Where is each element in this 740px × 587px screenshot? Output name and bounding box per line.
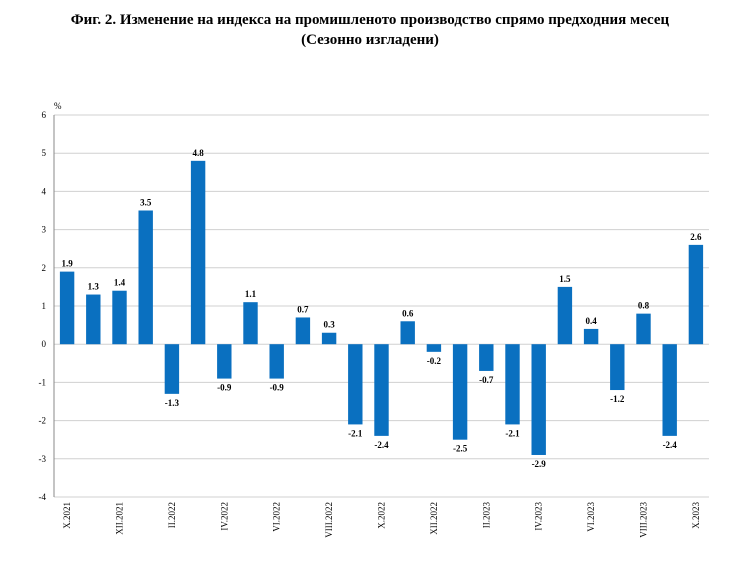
bar: [190, 160, 206, 345]
bar: [86, 294, 101, 345]
bar: [426, 344, 442, 352]
x-tick-label: X.2023: [691, 502, 701, 529]
data-label: -1.2: [610, 394, 625, 404]
gridlines: [54, 114, 709, 498]
y-tick-label: 1: [42, 301, 47, 311]
data-label: -0.9: [270, 383, 285, 393]
x-tick-label: IV.2022: [219, 502, 229, 531]
x-tick-label: VI.2022: [272, 502, 282, 532]
bar: [348, 344, 363, 425]
y-tick-label: -3: [39, 454, 47, 464]
y-tick-label: 5: [42, 148, 47, 158]
data-label: 1.3: [88, 282, 100, 292]
bar: [557, 286, 573, 345]
data-label: -2.9: [532, 459, 547, 469]
x-tick-label: VIII.2023: [639, 502, 649, 538]
bar: [452, 344, 468, 440]
data-label: 0.3: [323, 320, 335, 330]
bar: [505, 344, 520, 425]
y-axis-label: %: [54, 101, 62, 111]
bar: [112, 290, 127, 345]
data-label: -0.2: [427, 356, 442, 366]
data-label: -0.9: [217, 383, 232, 393]
chart-subtitle: (Сезонно изгладени): [301, 32, 439, 48]
y-tick-label: -2: [39, 416, 47, 426]
x-axis-ticks: X.2021 XII.2021 II.2022 IV.2022 VI.2022 VIII.…: [62, 502, 701, 538]
bar: [374, 344, 389, 436]
data-label: 1.1: [245, 289, 257, 299]
x-tick-label: X.2021: [62, 502, 72, 529]
x-tick-label: XII.2021: [115, 502, 125, 535]
value-labels: 1.9 1.3 1.4 3.5 -1.3 4.8 -0.9 1.1 -0.9 0.7 0.3 -2.1…: [61, 148, 702, 469]
chart-title: Фиг. 2. Изменение на индекса на промишле…: [70, 12, 670, 28]
x-tick-label: X.2022: [377, 502, 387, 529]
bar: [243, 302, 258, 345]
x-tick-label: IV.2023: [534, 502, 544, 531]
bar: [269, 344, 284, 379]
bar: [583, 328, 599, 345]
x-tick-label: VIII.2022: [324, 502, 334, 538]
data-label: -2.4: [663, 440, 678, 450]
bar: [217, 344, 232, 379]
data-label: 1.4: [114, 278, 126, 288]
bar: [295, 317, 311, 345]
data-label: 3.5: [140, 198, 152, 208]
x-tick-label: XII.2022: [429, 502, 439, 535]
bar: [138, 210, 153, 345]
y-tick-label: -4: [39, 492, 47, 502]
x-tick-label: II.2023: [481, 502, 491, 529]
data-label: 4.8: [192, 148, 204, 158]
y-tick-label: 3: [42, 225, 47, 235]
data-label: 1.9: [61, 259, 73, 269]
data-label: 1.5: [559, 274, 571, 284]
x-tick-label: VI.2023: [586, 502, 596, 532]
data-label: 0.8: [638, 301, 650, 311]
bar: [688, 244, 704, 345]
bar: [479, 344, 494, 371]
data-label: -2.5: [453, 444, 468, 454]
chart-title-block: Фиг. 2. Изменение на индекса на промишле…: [0, 10, 740, 50]
data-label: 0.7: [297, 304, 309, 314]
y-tick-label: 6: [42, 110, 47, 120]
bar: [164, 344, 180, 394]
data-label: 0.4: [585, 316, 597, 326]
y-tick-label: -1: [39, 377, 47, 387]
data-label: -2.4: [374, 440, 389, 450]
x-tick-label: II.2022: [167, 502, 177, 528]
y-tick-label: 4: [42, 186, 47, 196]
data-label: 0.6: [402, 308, 414, 318]
y-tick-label: 0: [42, 339, 47, 349]
data-label: -2.1: [505, 428, 520, 438]
bar: [662, 344, 677, 436]
bar: [400, 321, 415, 345]
bar: [321, 332, 337, 345]
data-label: 2.6: [690, 232, 702, 242]
bar: [610, 344, 625, 391]
bar: [636, 313, 651, 345]
data-label: -0.7: [479, 375, 494, 385]
y-axis-ticks: 6 5 4 3 2 1 0 -1 -2 -3 -4: [39, 110, 47, 502]
y-tick-label: 2: [42, 263, 47, 273]
bar: [59, 271, 75, 345]
bars: [59, 160, 704, 455]
data-label: -2.1: [348, 428, 363, 438]
data-label: -1.3: [165, 398, 180, 408]
bar: [531, 344, 546, 455]
